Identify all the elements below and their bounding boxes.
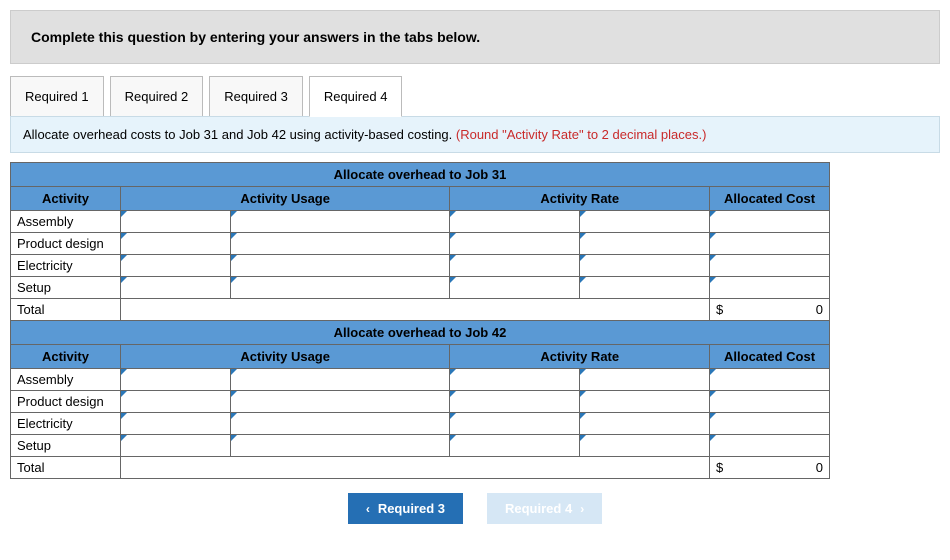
chevron-right-icon: › [580,502,584,516]
rate-a-input[interactable] [450,277,580,299]
table-row: Setup [11,435,830,457]
col-activity: Activity [11,187,121,211]
row-label: Assembly [11,369,121,391]
tables-wrap: Allocate overhead to Job 31 Activity Act… [10,162,940,479]
rate-a-input[interactable] [450,435,580,457]
instruction-bar: Complete this question by entering your … [10,10,940,64]
usage-a-input[interactable] [120,413,230,435]
row-label: Setup [11,435,121,457]
cost-input[interactable] [710,435,830,457]
section-title-31: Allocate overhead to Job 31 [11,163,830,187]
rate-b-input[interactable] [580,233,710,255]
usage-b-input[interactable] [230,413,450,435]
total-cost: $ 0 [710,299,830,321]
usage-a-input[interactable] [120,255,230,277]
next-label: Required 4 [505,501,572,516]
table-row: Product design [11,391,830,413]
row-label: Electricity [11,413,121,435]
row-label: Setup [11,277,121,299]
usage-b-input[interactable] [230,391,450,413]
rate-b-input[interactable] [580,369,710,391]
total-spacer [120,299,709,321]
table-job-31: Allocate overhead to Job 31 Activity Act… [10,162,830,479]
usage-a-input[interactable] [120,277,230,299]
table-row: Setup [11,277,830,299]
usage-b-input[interactable] [230,233,450,255]
row-label: Assembly [11,211,121,233]
total-value: 0 [816,460,823,475]
usage-a-input[interactable] [120,369,230,391]
col-activity: Activity [11,345,121,369]
prev-label: Required 3 [378,501,445,516]
cost-input[interactable] [710,277,830,299]
cost-input[interactable] [710,391,830,413]
row-label: Product design [11,233,121,255]
rate-b-input[interactable] [580,277,710,299]
prompt-text: Allocate overhead costs to Job 31 and Jo… [23,127,456,142]
table-row: Electricity [11,413,830,435]
rate-b-input[interactable] [580,413,710,435]
total-value: 0 [816,302,823,317]
col-rate: Activity Rate [450,345,710,369]
prompt-bar: Allocate overhead costs to Job 31 and Jo… [10,116,940,153]
total-label: Total [11,457,121,479]
usage-b-input[interactable] [230,211,450,233]
usage-b-input[interactable] [230,369,450,391]
rate-a-input[interactable] [450,369,580,391]
usage-b-input[interactable] [230,435,450,457]
cost-input[interactable] [710,369,830,391]
usage-a-input[interactable] [120,435,230,457]
table-row: Product design [11,233,830,255]
rate-a-input[interactable] [450,255,580,277]
rate-a-input[interactable] [450,211,580,233]
rate-b-input[interactable] [580,435,710,457]
table-row: Electricity [11,255,830,277]
prev-button[interactable]: ‹ Required 3 [348,493,463,524]
table-total-row: Total $ 0 [11,299,830,321]
rate-a-input[interactable] [450,413,580,435]
usage-a-input[interactable] [120,233,230,255]
cost-input[interactable] [710,255,830,277]
usage-a-input[interactable] [120,391,230,413]
currency-symbol: $ [716,302,723,317]
table-row: Assembly [11,211,830,233]
cost-input[interactable] [710,211,830,233]
cost-input[interactable] [710,413,830,435]
col-cost: Allocated Cost [710,345,830,369]
col-cost: Allocated Cost [710,187,830,211]
usage-b-input[interactable] [230,277,450,299]
rate-b-input[interactable] [580,255,710,277]
rate-a-input[interactable] [450,391,580,413]
tab-required-2[interactable]: Required 2 [110,76,204,117]
usage-b-input[interactable] [230,255,450,277]
currency-symbol: $ [716,460,723,475]
tab-required-4[interactable]: Required 4 [309,76,403,117]
prompt-hint: (Round "Activity Rate" to 2 decimal plac… [456,127,707,142]
nav-buttons: ‹ Required 3 Required 4 › [0,493,950,524]
table-row: Assembly [11,369,830,391]
next-button[interactable]: Required 4 › [487,493,602,524]
rate-a-input[interactable] [450,233,580,255]
row-label: Electricity [11,255,121,277]
section-title-42: Allocate overhead to Job 42 [11,321,830,345]
total-cost: $ 0 [710,457,830,479]
col-usage: Activity Usage [120,187,450,211]
chevron-left-icon: ‹ [366,502,370,516]
rate-b-input[interactable] [580,391,710,413]
row-label: Product design [11,391,121,413]
total-label: Total [11,299,121,321]
instruction-text: Complete this question by entering your … [31,29,480,45]
total-spacer [120,457,709,479]
table-total-row: Total $ 0 [11,457,830,479]
rate-b-input[interactable] [580,211,710,233]
col-rate: Activity Rate [450,187,710,211]
tab-required-1[interactable]: Required 1 [10,76,104,117]
tab-required-3[interactable]: Required 3 [209,76,303,117]
col-usage: Activity Usage [120,345,450,369]
tabs: Required 1 Required 2 Required 3 Require… [10,76,950,117]
usage-a-input[interactable] [120,211,230,233]
cost-input[interactable] [710,233,830,255]
